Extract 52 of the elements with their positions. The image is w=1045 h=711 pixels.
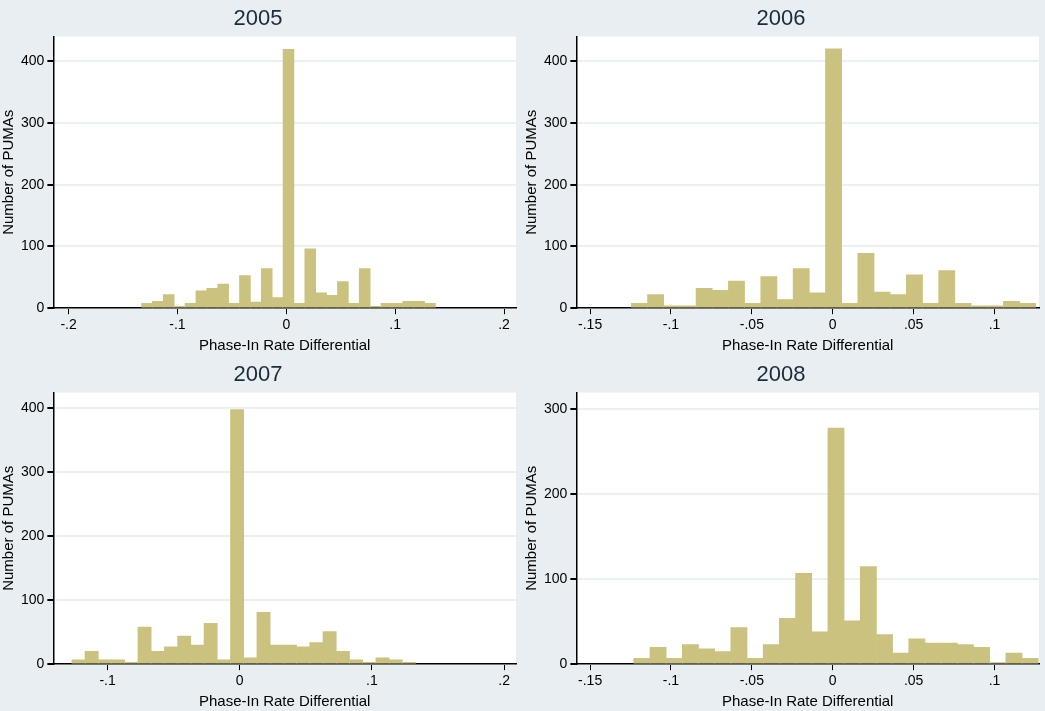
x-axis-title: Phase-In Rate Differential	[721, 691, 894, 709]
y-tick-label: 400	[21, 51, 45, 68]
x-tick-label: -.1	[99, 671, 116, 688]
x-tick-label: -.2	[60, 316, 77, 333]
y-tick-label: 200	[21, 175, 45, 192]
x-tick-label: 0	[828, 671, 837, 688]
y-tick-label: 0	[559, 299, 568, 316]
y-tick-label: 0	[36, 299, 45, 316]
y-axis-title: Number of PUMAs	[522, 465, 540, 591]
x-tick-label: 0	[235, 671, 244, 688]
y-axis-title: Number of PUMAs	[0, 465, 17, 591]
y-tick-label: 100	[544, 237, 568, 254]
y-tick-label: 200	[544, 175, 568, 192]
y-tick-label: 300	[21, 113, 45, 130]
chart-title: 2008	[756, 360, 806, 386]
chart-title: 2005	[233, 5, 283, 31]
y-tick-label: 300	[21, 462, 45, 479]
y-tick-label: 300	[544, 399, 568, 416]
x-tick-label: .2	[498, 671, 511, 688]
x-tick-label: .05	[903, 671, 924, 688]
x-tick-label: -.15	[578, 316, 603, 333]
y-tick-label: 100	[544, 569, 568, 586]
x-axis-title: Phase-In Rate Differential	[721, 336, 894, 354]
y-tick-label: 100	[21, 237, 45, 254]
x-tick-label: .1	[988, 671, 1001, 688]
x-tick-label: -.1	[169, 316, 186, 333]
x-tick-label: -.1	[662, 671, 680, 688]
x-tick-label: .1	[389, 316, 402, 333]
y-axis-title: Number of PUMAs	[522, 109, 540, 235]
x-tick-label: -.05	[739, 671, 765, 688]
x-axis-title: Phase-In Rate Differential	[198, 691, 371, 709]
x-tick-label: 0	[828, 316, 837, 333]
chart-title: 2006	[756, 5, 806, 31]
y-tick-label: 300	[544, 113, 568, 130]
chart-title: 2007	[233, 360, 283, 386]
y-tick-label: 0	[559, 654, 568, 671]
y-axis-title: Number of PUMAs	[0, 109, 17, 235]
x-tick-label: 0	[282, 316, 291, 333]
x-axis-title: Phase-In Rate Differential	[198, 336, 371, 354]
x-tick-label: -.1	[662, 316, 680, 333]
y-tick-label: 200	[544, 484, 568, 501]
x-tick-label: .05	[903, 316, 924, 333]
y-tick-label: 400	[21, 398, 45, 415]
x-tick-label: -.15	[578, 671, 603, 688]
x-tick-label: .1	[988, 316, 1001, 333]
y-tick-label: 0	[36, 654, 45, 671]
y-tick-label: 400	[544, 51, 568, 68]
x-tick-label: .2	[498, 316, 511, 333]
x-tick-label: .1	[366, 671, 378, 688]
y-tick-label: 100	[21, 590, 45, 607]
y-tick-label: 200	[21, 526, 45, 543]
x-tick-label: -.05	[739, 316, 765, 333]
